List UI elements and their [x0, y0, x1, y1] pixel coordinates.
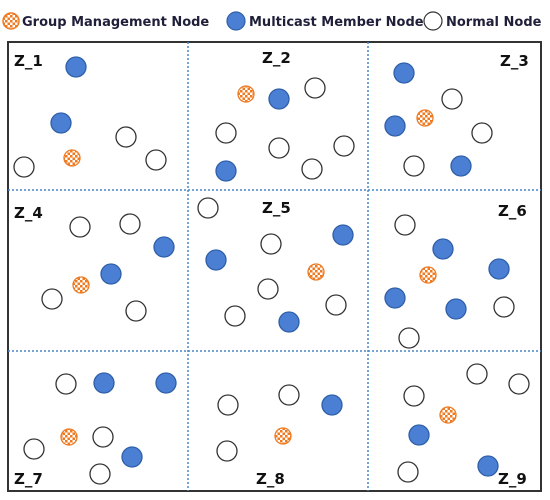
- normal-node: [394, 214, 416, 236]
- zone-label-z7: Z_7: [14, 470, 43, 488]
- member-node: [445, 298, 467, 320]
- zone-label-z8: Z_8: [256, 470, 285, 488]
- normal-node: [217, 394, 239, 416]
- normal-node: [466, 363, 488, 385]
- normal-node: [41, 288, 63, 310]
- normal-node: [493, 296, 515, 318]
- member-node: [384, 115, 406, 137]
- zone-label-z6: Z_6: [498, 202, 527, 220]
- normal-node: [260, 233, 282, 255]
- group-management-node: [416, 109, 434, 127]
- member-node: [215, 160, 237, 182]
- legend-multicast-member-icon: [226, 11, 246, 31]
- normal-node: [55, 373, 77, 395]
- normal-node: [23, 438, 45, 460]
- normal-node: [441, 88, 463, 110]
- normal-node: [398, 327, 420, 349]
- member-node: [450, 155, 472, 177]
- member-node: [321, 394, 343, 416]
- member-node: [153, 236, 175, 258]
- group-management-node: [439, 406, 457, 424]
- member-node: [93, 372, 115, 394]
- legend-normal-label: Normal Node: [446, 15, 542, 30]
- zone-dividers: [8, 42, 541, 491]
- member-node: [488, 258, 510, 280]
- group-management-node: [419, 266, 437, 284]
- zone-label-z9: Z_9: [498, 470, 527, 488]
- normal-node: [69, 216, 91, 238]
- normal-node: [471, 122, 493, 144]
- normal-node: [403, 155, 425, 177]
- normal-node: [145, 149, 167, 171]
- normal-node: [325, 294, 347, 316]
- member-node: [432, 238, 454, 260]
- normal-node: [278, 384, 300, 406]
- normal-node: [115, 126, 137, 148]
- area-border: [7, 41, 542, 492]
- zone-label-z5: Z_5: [262, 199, 291, 217]
- legend-group-management-label: Group Management Node: [22, 15, 209, 30]
- group-management-node: [63, 149, 81, 167]
- group-management-node: [274, 427, 292, 445]
- normal-node: [92, 426, 114, 448]
- member-node: [268, 88, 290, 110]
- member-node: [408, 424, 430, 446]
- group-management-node: [72, 276, 90, 294]
- normal-node: [13, 156, 35, 178]
- normal-node: [257, 278, 279, 300]
- normal-node: [301, 158, 323, 180]
- member-node: [332, 224, 354, 246]
- member-node: [477, 455, 499, 477]
- normal-node: [403, 385, 425, 407]
- legend: Group Management Node Multicast Member N…: [2, 11, 542, 31]
- normal-node: [333, 135, 355, 157]
- normal-node: [125, 300, 147, 322]
- normal-node: [304, 77, 326, 99]
- member-node: [65, 56, 87, 78]
- zone-label-z4: Z_4: [14, 204, 43, 222]
- member-node: [100, 263, 122, 285]
- normal-node: [268, 137, 290, 159]
- member-node: [205, 249, 227, 271]
- normal-node: [216, 440, 238, 462]
- normal-node: [397, 461, 419, 483]
- group-management-node: [307, 263, 325, 281]
- normal-node: [508, 373, 530, 395]
- zone-label-z2: Z_2: [262, 49, 291, 67]
- member-node: [155, 372, 177, 394]
- legend-multicast-member-label: Multicast Member Node: [249, 15, 424, 30]
- member-node: [50, 112, 72, 134]
- normal-node: [89, 463, 111, 485]
- member-node: [121, 446, 143, 468]
- normal-node: [224, 305, 246, 327]
- normal-node: [197, 197, 219, 219]
- normal-node: [215, 122, 237, 144]
- legend-normal-icon: [423, 11, 443, 31]
- group-management-node: [237, 85, 255, 103]
- zone-label-z1: Z_1: [14, 52, 43, 70]
- member-node: [278, 311, 300, 333]
- zone-label-z3: Z_3: [500, 52, 529, 70]
- normal-node: [119, 213, 141, 235]
- nodes: [13, 56, 530, 485]
- legend-group-management-icon: [2, 12, 20, 30]
- zone-labels: Z_1 Z_2 Z_3 Z_4 Z_5 Z_6 Z_7 Z_8 Z_9: [14, 49, 529, 488]
- member-node: [393, 62, 415, 84]
- member-node: [384, 287, 406, 309]
- group-management-node: [60, 428, 78, 446]
